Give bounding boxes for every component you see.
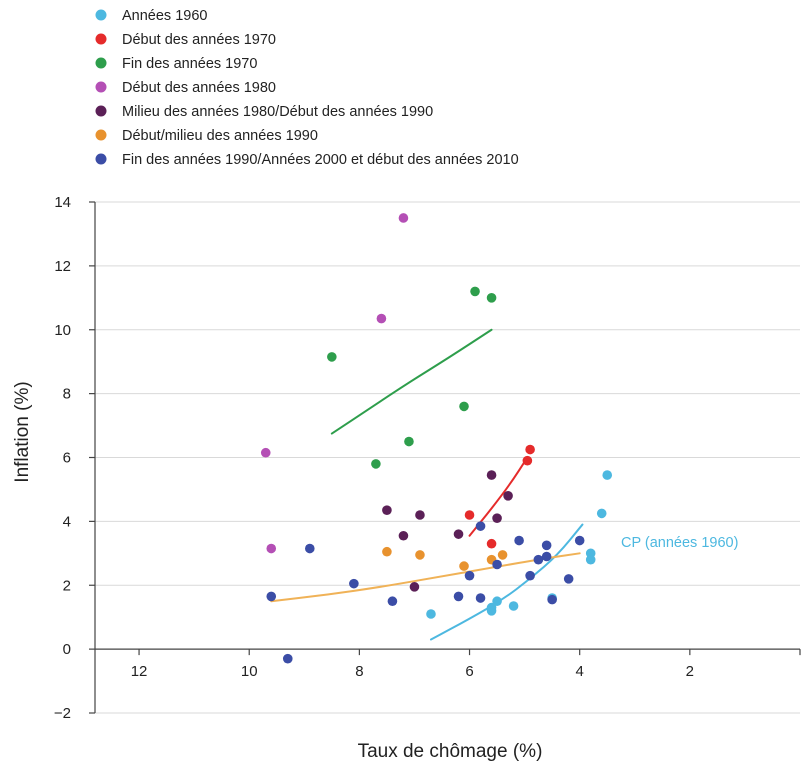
- point-fin-des-annees-1990-annees-2000-et-debut-des-annees-2010: [574, 535, 585, 546]
- point-fin-des-annees-1990-annees-2000-et-debut-des-annees-2010: [541, 540, 552, 551]
- point-fin-des-annees-1990-annees-2000-et-debut-des-annees-2010: [475, 521, 486, 531]
- x-tick-label: 4: [576, 663, 584, 680]
- point-milieu-des-annees-1980-debut-des-annees-1990: [409, 582, 420, 592]
- point-annees-1960: [426, 609, 436, 619]
- x-tick-label: 2: [686, 663, 694, 680]
- point-milieu-des-annees-1980-debut-des-annees-1990: [453, 529, 464, 539]
- y-tick-label: 0: [63, 641, 71, 658]
- legend-marker-debut-milieu-des-annees-1990: [95, 129, 107, 141]
- curve-debut-des-annees-1970-curve: [468, 456, 529, 537]
- point-debut-milieu-des-annees-1990: [497, 550, 508, 560]
- legend-label-debut-des-annees-1970: Début des années 1970: [122, 32, 276, 48]
- point-annees-1960: [486, 602, 497, 613]
- point-fin-des-annees-1990-annees-2000-et-debut-des-annees-2010: [514, 535, 524, 546]
- point-fin-des-annees-1990-annees-2000-et-debut-des-annees-2010: [282, 653, 293, 664]
- y-axis-title: Inflation (%): [12, 381, 33, 482]
- point-debut-milieu-des-annees-1990: [382, 546, 392, 557]
- point-annees-1960: [492, 596, 502, 607]
- axes: 14 12 10 8 6 4 2 0 −2 12 10 8 6 4 2: [54, 194, 801, 722]
- point-fin-des-annees-1990-annees-2000-et-debut-des-annees-2010: [492, 559, 502, 570]
- gridlines: [95, 201, 800, 714]
- legend-label-debut-milieu-des-annees-1990: Début/milieu des années 1990: [122, 128, 318, 144]
- point-milieu-des-annees-1980-debut-des-annees-1990: [486, 470, 497, 480]
- point-debut-des-annees-1970: [525, 444, 535, 455]
- point-fin-des-annees-1970: [404, 436, 414, 447]
- point-milieu-des-annees-1980-debut-des-annees-1990: [492, 513, 502, 523]
- point-annees-1960: [585, 554, 596, 565]
- curve-fin-des-annees-1970-curve: [330, 328, 493, 435]
- point-milieu-des-annees-1980-debut-des-annees-1990: [415, 510, 425, 520]
- legend-label-debut-des-annees-1980: Début des années 1980: [122, 80, 276, 96]
- y-tick-label: −2: [54, 705, 71, 722]
- point-fin-des-annees-1990-annees-2000-et-debut-des-annees-2010: [475, 593, 486, 603]
- point-milieu-des-annees-1980-debut-des-annees-1990: [503, 491, 513, 501]
- legend-label-fin-des-annees-1990-annees-2000-et-debut-des-annees-2010: Fin des années 1990/Années 2000 et début…: [122, 152, 519, 168]
- x-axis-title: Taux de chômage (%): [358, 741, 543, 762]
- legend-marker-debut-des-annees-1980: [95, 81, 107, 93]
- point-fin-des-annees-1990-annees-2000-et-debut-des-annees-2010: [266, 591, 277, 602]
- x-tick-label: 12: [131, 663, 148, 680]
- point-debut-des-annees-1980: [398, 213, 409, 223]
- point-fin-des-annees-1990-annees-2000-et-debut-des-annees-2010: [349, 578, 359, 589]
- point-fin-des-annees-1970: [371, 459, 381, 469]
- point-debut-des-annees-1970: [486, 538, 497, 549]
- point-fin-des-annees-1970: [470, 286, 480, 297]
- point-fin-des-annees-1990-annees-2000-et-debut-des-annees-2010: [464, 570, 475, 581]
- y-tick-label: 8: [63, 386, 71, 403]
- point-fin-des-annees-1970: [327, 352, 337, 362]
- x-tick-label: 6: [465, 663, 473, 680]
- x-tick-label: 10: [241, 663, 258, 680]
- point-fin-des-annees-1990-annees-2000-et-debut-des-annees-2010: [533, 554, 544, 565]
- data-points: [260, 213, 613, 664]
- point-debut-des-annees-1980: [260, 447, 271, 458]
- legend: Années 1960 Début des années 1970 Fin des …: [95, 8, 519, 168]
- point-fin-des-annees-1990-annees-2000-et-debut-des-annees-2010: [563, 574, 574, 584]
- point-milieu-des-annees-1980-debut-des-annees-1990: [398, 530, 409, 541]
- legend-marker-fin-des-annees-1970: [95, 57, 107, 69]
- x-tick-label: 8: [355, 663, 363, 680]
- point-debut-des-annees-1980: [266, 543, 277, 554]
- point-annees-1960: [602, 470, 613, 480]
- curve-debut-milieu-des-annees-1990-curve: [270, 552, 581, 603]
- point-fin-des-annees-1970: [459, 401, 469, 412]
- legend-marker-debut-des-annees-1970: [95, 33, 107, 45]
- legend-label-milieu-des-annees-1980-debut-des-annees-1990: Milieu des années 1980/Début des années …: [122, 104, 433, 120]
- legend-marker-milieu-des-annees-1980-debut-des-annees-1990: [95, 105, 107, 117]
- fitted-curves: [270, 328, 584, 641]
- y-tick-label: 10: [54, 322, 71, 339]
- point-fin-des-annees-1990-annees-2000-et-debut-des-annees-2010: [547, 594, 557, 605]
- legend-label-annees-1960: Années 1960: [122, 8, 207, 24]
- annotations: CP (années 1960): [621, 535, 738, 551]
- y-tick-label: 14: [54, 194, 71, 211]
- point-milieu-des-annees-1980-debut-des-annees-1990: [382, 505, 392, 515]
- y-tick-label: 12: [54, 258, 71, 275]
- point-fin-des-annees-1990-annees-2000-et-debut-des-annees-2010: [387, 596, 398, 607]
- point-debut-des-annees-1980: [376, 313, 387, 324]
- y-tick-label: 4: [63, 513, 71, 530]
- point-debut-milieu-des-annees-1990: [459, 561, 469, 571]
- legend-marker-fin-des-annees-1990-annees-2000-et-debut-des-annees-2010: [95, 153, 107, 165]
- point-fin-des-annees-1990-annees-2000-et-debut-des-annees-2010: [453, 591, 464, 602]
- point-debut-milieu-des-annees-1990: [415, 550, 425, 560]
- legend-marker-annees-1960: [95, 9, 107, 21]
- point-fin-des-annees-1970: [486, 293, 497, 303]
- curve-label-cp-annees-1960: CP (années 1960): [621, 535, 738, 551]
- point-fin-des-annees-1990-annees-2000-et-debut-des-annees-2010: [525, 570, 535, 581]
- legend-label-fin-des-annees-1970: Fin des années 1970: [122, 56, 257, 72]
- curve-cp-annees-1960: [429, 523, 584, 641]
- point-fin-des-annees-1990-annees-2000-et-debut-des-annees-2010: [305, 543, 315, 554]
- point-debut-des-annees-1970: [464, 510, 475, 520]
- point-debut-des-annees-1970: [522, 455, 533, 466]
- y-tick-label: 6: [63, 450, 71, 467]
- point-annees-1960: [596, 508, 607, 519]
- point-annees-1960: [508, 601, 519, 611]
- y-tick-label: 2: [63, 577, 71, 594]
- point-fin-des-annees-1990-annees-2000-et-debut-des-annees-2010: [541, 551, 552, 562]
